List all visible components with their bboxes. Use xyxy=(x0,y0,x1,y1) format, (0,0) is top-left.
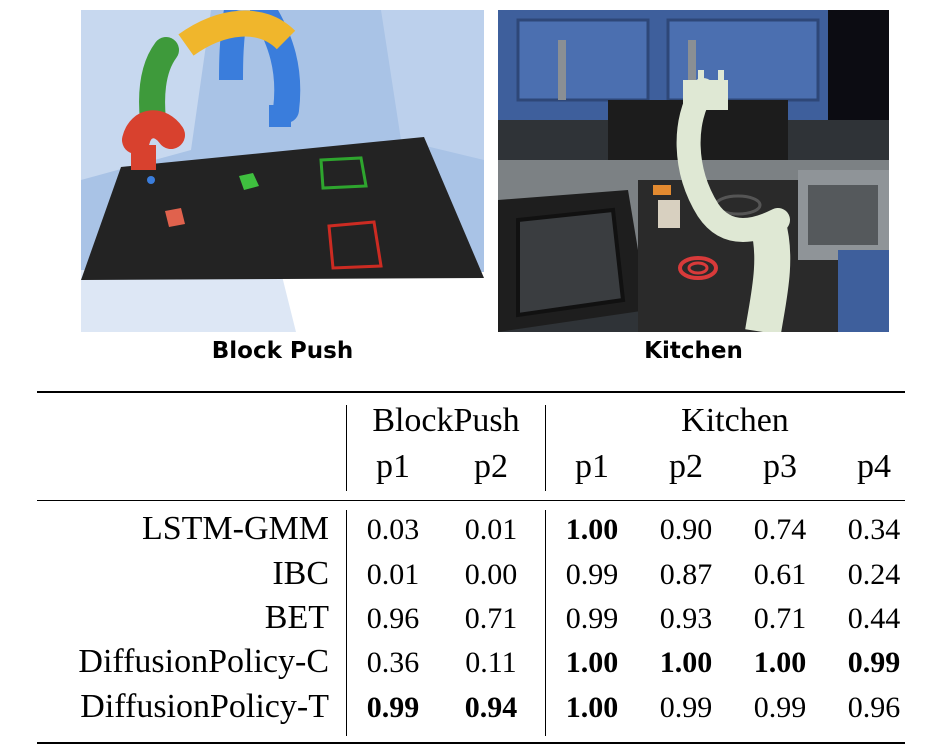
column-header: p2 xyxy=(669,448,703,485)
kitchen-caption: Kitchen xyxy=(644,338,743,364)
table-cell: 0.99 xyxy=(659,691,713,724)
table-cell: 0.71 xyxy=(464,602,518,635)
column-header: p3 xyxy=(763,448,797,485)
method-name: LSTM-GMM xyxy=(141,510,329,547)
table-header-rule xyxy=(37,500,905,501)
table-cell: 1.00 xyxy=(565,513,619,546)
table-cell: 0.99 xyxy=(366,691,420,724)
table-cell: 0.94 xyxy=(464,691,518,724)
table-cell: 0.96 xyxy=(847,691,901,724)
method-name: BET xyxy=(264,599,329,636)
table-cell: 0.99 xyxy=(847,646,901,679)
table-cell: 0.36 xyxy=(366,646,420,679)
table-bottom-rule xyxy=(37,742,905,744)
method-name: IBC xyxy=(272,555,329,592)
table-cell: 1.00 xyxy=(565,691,619,724)
table-cell: 0.87 xyxy=(659,558,713,591)
table-cell: 0.99 xyxy=(565,558,619,591)
table-cell: 0.93 xyxy=(659,602,713,635)
table-cell: 0.24 xyxy=(847,558,901,591)
column-header: p2 xyxy=(474,448,508,485)
table-cell: 1.00 xyxy=(565,646,619,679)
table-cell: 0.74 xyxy=(753,513,807,546)
table-cell: 0.96 xyxy=(366,602,420,635)
table-cell: 0.01 xyxy=(366,558,420,591)
table-row: IBC 0.01 0.00 0.99 0.87 0.61 0.24 xyxy=(0,555,941,599)
table-cell: 1.00 xyxy=(659,646,713,679)
table-cell: 0.71 xyxy=(753,602,807,635)
column-header: p1 xyxy=(575,448,609,485)
group-header-kitchen: Kitchen xyxy=(681,402,789,439)
table-cell: 0.99 xyxy=(753,691,807,724)
kitchen-image xyxy=(498,10,889,332)
column-separator xyxy=(545,510,546,736)
column-separator xyxy=(545,405,546,491)
table-cell: 0.11 xyxy=(465,646,517,679)
table-cell: 0.90 xyxy=(659,513,713,546)
group-header-blockpush: BlockPush xyxy=(372,402,520,439)
table-row: LSTM-GMM 0.03 0.01 1.00 0.90 0.74 0.34 xyxy=(0,510,941,554)
table-cell: 0.01 xyxy=(464,513,518,546)
column-header: p4 xyxy=(857,448,891,485)
column-separator xyxy=(346,405,347,491)
method-name: DiffusionPolicy-T xyxy=(80,688,329,725)
block-push-image xyxy=(81,10,484,332)
table-cell: 0.61 xyxy=(753,558,807,591)
table-top-rule xyxy=(37,391,905,393)
table-cell: 1.00 xyxy=(753,646,807,679)
column-separator xyxy=(346,510,347,736)
table-row: DiffusionPolicy-T 0.99 0.94 1.00 0.99 0.99 0.9… xyxy=(0,688,941,732)
column-header: p1 xyxy=(376,448,410,485)
table-row: DiffusionPolicy-C 0.36 0.11 1.00 1.00 1.00 0.9… xyxy=(0,643,941,687)
table-cell: 0.03 xyxy=(366,513,420,546)
table-cell: 0.34 xyxy=(847,513,901,546)
table-row: BET 0.96 0.71 0.99 0.93 0.71 0.44 xyxy=(0,599,941,643)
table-cell: 0.99 xyxy=(565,602,619,635)
block-push-caption: Block Push xyxy=(211,338,354,364)
table-cell: 0.00 xyxy=(464,558,518,591)
table-cell: 0.44 xyxy=(847,602,901,635)
method-name: DiffusionPolicy-C xyxy=(78,643,329,680)
